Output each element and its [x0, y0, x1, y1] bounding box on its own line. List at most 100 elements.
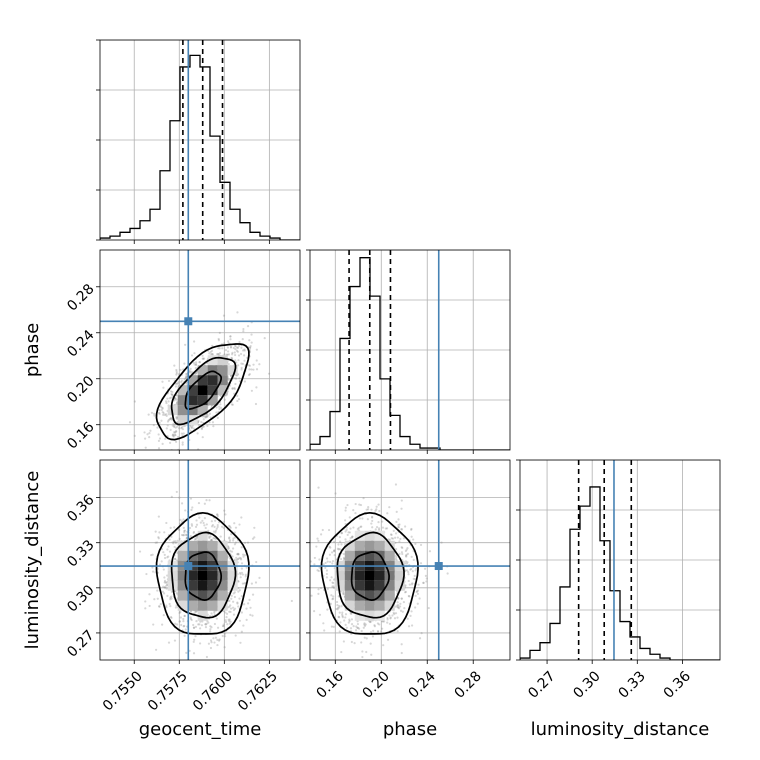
sample-point [425, 577, 428, 580]
sample-point [211, 353, 214, 356]
sample-point [370, 508, 373, 511]
sample-point [185, 375, 188, 378]
sample-point [157, 433, 160, 436]
sample-point [233, 351, 236, 354]
sample-point [348, 531, 351, 534]
sample-point [235, 361, 238, 364]
sample-point [145, 572, 148, 576]
sample-point [377, 527, 381, 530]
sample-point [332, 581, 335, 585]
sample-point [183, 424, 187, 427]
sample-point [398, 605, 402, 608]
sample-point [249, 346, 252, 349]
sample-point [208, 535, 211, 538]
sample-point [161, 410, 164, 414]
sample-point [175, 370, 178, 373]
sample-point [440, 541, 443, 544]
sample-point [190, 370, 193, 373]
sample-point [400, 528, 403, 531]
sample-point [223, 646, 226, 649]
density-cell [187, 580, 198, 591]
y-tick-label-luminosity_distance: 0.36 [64, 492, 97, 525]
sample-point [248, 339, 251, 342]
sample-point [238, 377, 241, 380]
sample-point [394, 558, 397, 561]
density-cell [364, 580, 375, 591]
sample-point [189, 617, 193, 620]
sample-point [224, 619, 227, 622]
sample-point [375, 508, 378, 511]
density-cell [354, 600, 365, 611]
sample-point [234, 353, 237, 357]
sample-point [338, 547, 341, 551]
sample-point [386, 512, 389, 515]
sample-point [410, 527, 413, 531]
sample-point [317, 486, 320, 489]
sample-point [235, 349, 239, 352]
sample-point [363, 636, 366, 639]
sample-point [162, 551, 165, 554]
density-cell [197, 580, 208, 591]
sample-point [378, 623, 381, 626]
sample-point [243, 349, 246, 352]
sample-point [249, 613, 252, 617]
sample-point [415, 590, 419, 593]
density-cell [197, 590, 208, 601]
sample-point [148, 436, 151, 439]
sample-point [151, 456, 153, 458]
sample-point [157, 515, 160, 518]
sample-point [192, 652, 196, 655]
x-tick-label-geocent_time: 0.7625 [235, 668, 281, 714]
sample-point [170, 393, 174, 396]
sample-point [303, 542, 305, 544]
sample-point [160, 560, 163, 563]
sample-point [168, 418, 171, 421]
sample-point [388, 622, 391, 625]
sample-point [232, 346, 235, 350]
sample-point [169, 417, 172, 420]
sample-point [170, 418, 173, 421]
sample-point [212, 425, 215, 428]
sample-point [233, 595, 236, 599]
sample-point [382, 644, 385, 647]
sample-point [170, 535, 173, 538]
sample-point [168, 602, 171, 606]
sample-point [232, 600, 235, 603]
density-cell [207, 570, 218, 581]
density-cell [197, 600, 208, 611]
sample-point [357, 627, 361, 630]
sample-point [174, 606, 177, 609]
sample-point [158, 408, 161, 412]
sample-point [234, 526, 238, 529]
sample-point [178, 528, 181, 532]
sample-point [175, 591, 178, 595]
density-cell [384, 600, 395, 611]
sample-point [168, 538, 171, 541]
sample-point [354, 511, 357, 515]
sample-point [176, 484, 178, 486]
sample-point [237, 557, 240, 560]
sample-point [237, 359, 240, 362]
density-cell [207, 395, 218, 406]
contour-level-1 [155, 511, 250, 635]
sample-point [161, 590, 165, 593]
y-tick-label-luminosity_distance: 0.33 [64, 537, 97, 570]
sample-point [236, 346, 240, 349]
sample-point [255, 560, 258, 564]
density-cell [177, 405, 188, 416]
sample-point [208, 536, 211, 540]
sample-point [396, 605, 399, 609]
sample-point [233, 591, 236, 594]
sample-point [174, 622, 177, 625]
sample-point [230, 533, 233, 536]
sample-point [390, 537, 393, 540]
sample-point [405, 548, 408, 551]
sample-point [200, 427, 203, 431]
x-tick-label-phase: 0.20 [360, 668, 393, 701]
sample-point [217, 353, 220, 356]
sample-point [198, 361, 201, 364]
sample-point [236, 350, 239, 353]
sample-point [195, 610, 198, 613]
sample-point [243, 359, 246, 362]
